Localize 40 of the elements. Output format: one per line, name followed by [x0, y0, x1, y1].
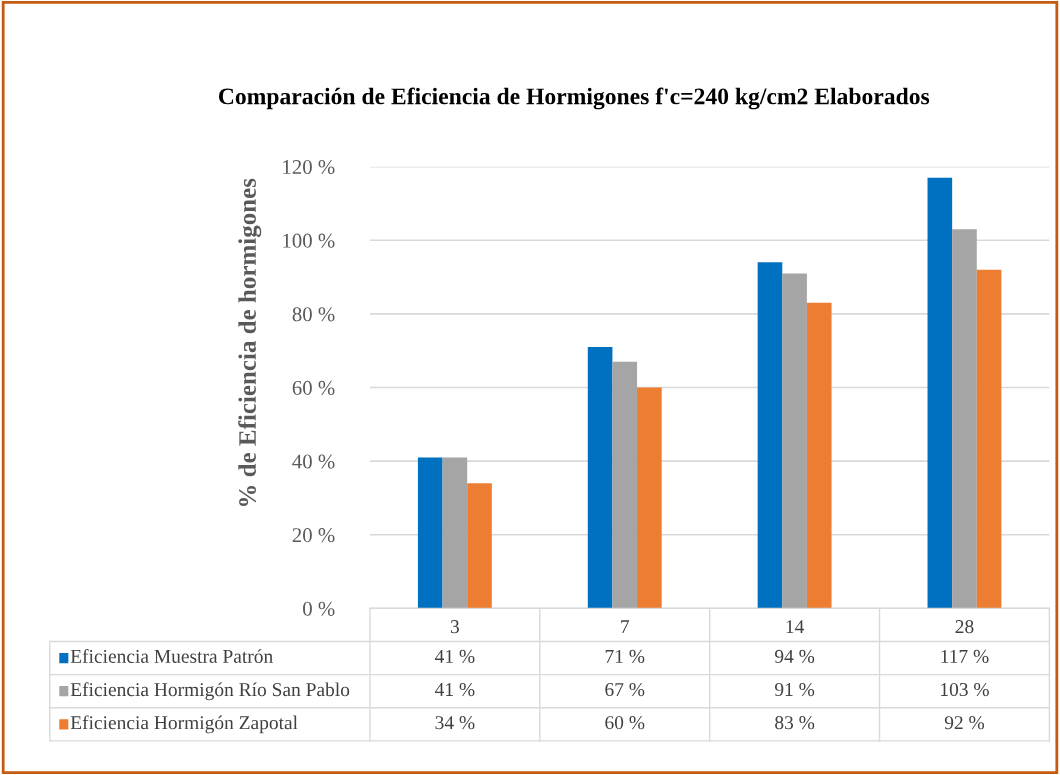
y-tick-label: 80 %	[292, 307, 335, 322]
bar	[637, 387, 662, 609]
bar	[806, 302, 832, 609]
data-label: 60 %	[605, 716, 645, 730]
bar	[417, 457, 443, 609]
chart-title: Comparación de Eficiencia de Hormigones f'c=240 kg/cm2 Elaborados	[218, 87, 930, 110]
bar	[757, 262, 783, 609]
bar	[442, 457, 468, 609]
data-label: 103 %	[941, 682, 989, 697]
data-label: 91 %	[774, 682, 815, 697]
bar	[952, 229, 977, 609]
y-tick-label: 100 %	[283, 233, 335, 248]
y-tick-label: 120 %	[283, 160, 335, 175]
y-tick-label: 40 %	[292, 454, 335, 469]
data-label: 71 %	[605, 649, 645, 663]
data-label: 41 %	[435, 649, 475, 663]
data-label: 67 %	[605, 682, 645, 697]
y-tick-label: 20 %	[292, 528, 335, 543]
data-label: 34 %	[435, 716, 475, 730]
x-tick-label: 14	[786, 620, 805, 633]
data-label: 83 %	[775, 716, 815, 730]
y-tick-label: 0 %	[303, 601, 335, 616]
legend-label: Eficiencia Hormigón Río San Pablo	[70, 682, 350, 701]
data-label: 94 %	[774, 649, 815, 663]
y-tick-label: 60 %	[292, 380, 335, 395]
bar	[927, 177, 953, 609]
x-tick-label: 7	[621, 620, 630, 633]
data-label: 41 %	[435, 682, 475, 697]
bar	[612, 361, 638, 609]
data-label: 92 %	[944, 716, 985, 730]
legend-label: Eficiencia Hormigón Zapotal	[70, 715, 298, 734]
bar	[782, 273, 807, 609]
data-label: 117 %	[941, 649, 989, 663]
x-tick-label: 28	[955, 620, 974, 634]
legend-label: Eficiencia Muestra Patrón	[70, 649, 273, 663]
y-axis-title: % de Eficiencia de hormigones	[238, 178, 262, 507]
bar	[976, 269, 1002, 609]
bar	[587, 347, 613, 609]
bar	[467, 483, 492, 609]
x-tick-label: 3	[450, 620, 459, 634]
